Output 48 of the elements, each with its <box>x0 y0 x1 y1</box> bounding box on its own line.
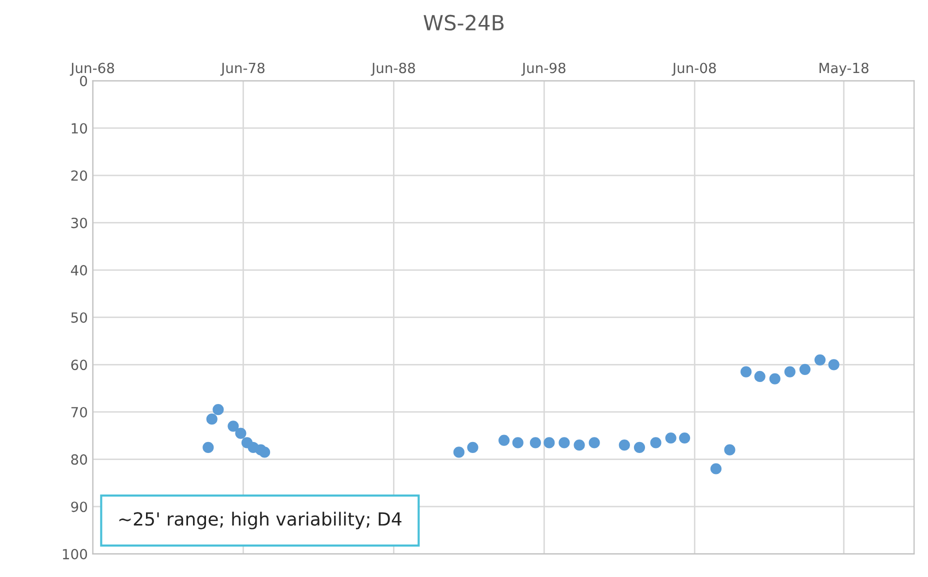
point <box>530 437 541 448</box>
point <box>650 437 662 448</box>
point <box>665 432 676 444</box>
point <box>574 440 585 451</box>
y-tick-label: 50 <box>71 312 88 323</box>
y-tick-label: 0 <box>80 76 88 86</box>
point <box>467 442 478 454</box>
y-tick-label: 100 <box>62 548 88 560</box>
point <box>799 364 811 375</box>
y-tick-label: 20 <box>71 170 88 181</box>
y-tick-label: 40 <box>70 265 88 276</box>
point <box>754 370 766 382</box>
point <box>679 432 690 444</box>
point <box>544 437 555 448</box>
y-tick-label: 60 <box>71 360 88 370</box>
point <box>588 437 600 448</box>
point <box>228 420 239 432</box>
y-tick-label: 10 <box>72 123 88 134</box>
point <box>453 446 464 458</box>
point <box>212 404 224 416</box>
y-tick-label: 70 <box>71 406 88 418</box>
annotation: ~25' range; high variability; D4 <box>119 512 402 530</box>
point <box>206 414 218 425</box>
point <box>634 442 646 454</box>
point <box>769 373 780 384</box>
chart-title: WS-24B <box>424 14 504 31</box>
point <box>558 437 570 448</box>
point <box>202 442 214 454</box>
point <box>814 354 826 366</box>
point <box>740 366 752 378</box>
y-tick-label: 90 <box>71 502 88 512</box>
x-tick-label: Jun-78 <box>220 62 264 76</box>
point <box>512 437 524 448</box>
point <box>498 434 510 446</box>
x-tick-label: Jun-68 <box>70 62 114 76</box>
point <box>784 366 796 378</box>
y-tick-label: 30 <box>71 218 88 228</box>
x-tick-label: Jun-08 <box>672 62 716 76</box>
x-tick-label: May-18 <box>820 62 868 76</box>
x-tick-label: Jun-98 <box>521 62 566 76</box>
point <box>259 446 270 458</box>
y-tick-label: 80 <box>71 454 88 465</box>
point <box>710 463 722 474</box>
point <box>724 444 736 456</box>
point <box>618 440 630 451</box>
point <box>828 359 840 370</box>
x-tick-label: Jun-88 <box>370 62 415 76</box>
point <box>235 428 246 439</box>
